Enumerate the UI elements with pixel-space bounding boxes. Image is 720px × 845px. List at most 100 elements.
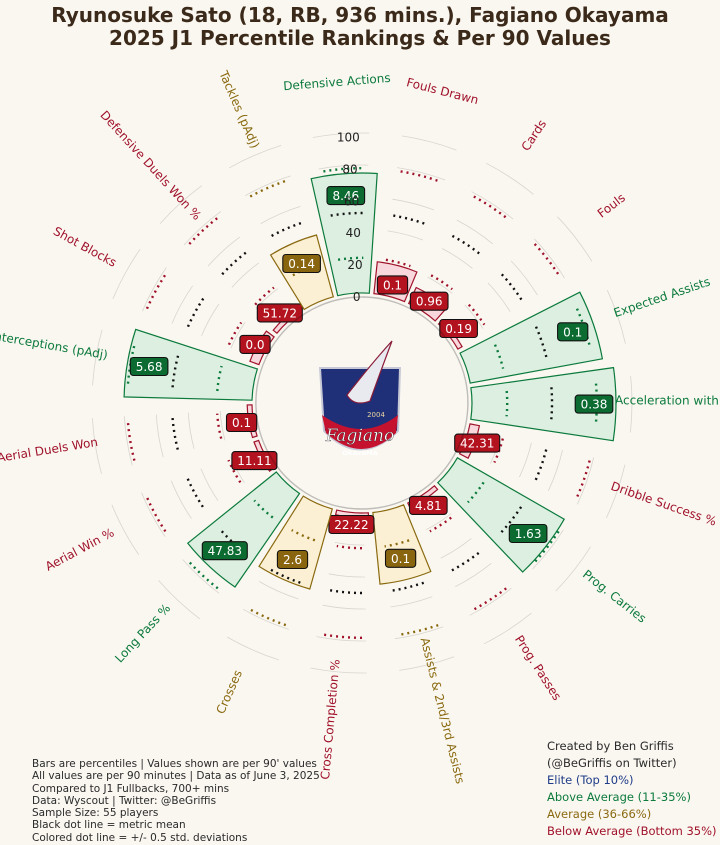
grid-arc <box>557 216 593 262</box>
legend: Created by Ben Griffis (@BeGriffis on Tw… <box>547 738 717 840</box>
grid-arc <box>318 164 369 170</box>
grid-arc <box>111 504 139 555</box>
std-dot-line-high <box>533 243 561 278</box>
std-dot-line-low <box>216 413 223 439</box>
value-box <box>129 356 169 377</box>
value-box <box>276 549 309 570</box>
baseline-ring <box>255 296 469 510</box>
mean-dot-line <box>451 234 481 256</box>
grid-arc <box>227 636 279 661</box>
grid-arc <box>183 211 222 246</box>
radial-tick-label: 0 <box>353 290 361 304</box>
metric-label: Expected Assists <box>612 274 712 320</box>
mean-dot-line <box>534 326 548 359</box>
std-dot-line-high <box>532 530 560 565</box>
value-label: 0.1 <box>563 325 582 339</box>
std-dot-line-low <box>216 365 223 392</box>
value-label: 0.19 <box>445 322 472 336</box>
footnote: Sample Size: 55 players <box>32 807 159 820</box>
footnote: Compared to J1 Fullbacks, 700+ mins <box>32 782 230 795</box>
grid-arc <box>387 230 424 241</box>
grid-arc <box>171 285 193 324</box>
metric-label: Aerial Duels Won <box>0 435 99 465</box>
std-dot-line-high <box>249 179 289 198</box>
value-label: 8.46 <box>332 189 359 203</box>
metric-label: Shot Blocks <box>51 224 119 270</box>
footnote: Data: Wyscout | Twitter: @BeGriffis <box>32 794 217 807</box>
grid-arc <box>200 468 219 501</box>
footnote: Colored dot line = +/- 0.5 std. deviatio… <box>32 831 248 844</box>
std-dot-line-high <box>188 215 221 245</box>
grid-arc <box>182 559 220 594</box>
legend-elite: Elite (Top 10%) <box>547 773 634 787</box>
mean-dot-line <box>269 568 301 584</box>
mean-dot-line <box>393 214 426 226</box>
mean-dot-line <box>330 211 364 217</box>
legend-average: Average (36-66%) <box>547 807 652 821</box>
value-box <box>231 451 278 471</box>
std-dot-line-high <box>473 195 509 220</box>
value-box <box>225 412 258 433</box>
std-dot-line-high <box>144 494 167 533</box>
percentile-bar <box>436 456 566 573</box>
std-dot-line-low <box>429 516 452 533</box>
value-label: 47.83 <box>208 544 242 558</box>
grid-arc <box>112 249 141 300</box>
metric-label: Defensive Actions <box>283 71 391 93</box>
footnotes: Bars are percentiles | Values shown are … <box>32 758 320 844</box>
value-label: 0.1 <box>391 552 410 566</box>
radial-tick-label: 60 <box>344 194 359 208</box>
std-dot-line-low <box>227 459 242 484</box>
value-box <box>439 318 478 339</box>
metric-label: Acceleration with Ball <box>615 393 720 408</box>
grid-arc <box>471 191 514 220</box>
grid-arc <box>441 248 473 269</box>
metric-label: Defensive Duels Won % <box>97 108 204 223</box>
metric-label: Fouls Drawn <box>405 75 480 107</box>
grid-arc <box>469 587 512 616</box>
legend-below-average: Below Average (Bottom 35%) <box>547 824 717 838</box>
metric-label: Assists & 2nd/3rd Assists <box>418 636 468 785</box>
grid-arc <box>170 480 192 519</box>
std-dot-line-high <box>400 170 441 183</box>
value-label: 5.68 <box>136 360 163 374</box>
percentile-bar <box>123 328 259 401</box>
value-box <box>574 394 614 414</box>
title-line-2: 2025 J1 Percentile Rankings & Per 90 Val… <box>109 26 611 50</box>
value-box <box>508 523 548 544</box>
std-dot-line-high <box>126 342 137 384</box>
std-dot-line-high <box>247 607 287 627</box>
grid-arc <box>401 135 457 151</box>
std-dot-line-high <box>471 587 507 612</box>
value-label: 51.72 <box>263 306 297 320</box>
std-dot-line-high <box>320 633 363 639</box>
grid-arc <box>259 581 299 600</box>
std-dot-line-low <box>253 499 274 519</box>
metric-label: Prog. Carries <box>580 567 649 625</box>
value-box <box>409 291 449 311</box>
grid-arc <box>392 198 435 211</box>
mean-dot-line <box>499 506 523 534</box>
grid-arc <box>510 260 538 296</box>
grid-arc <box>260 206 301 224</box>
std-dot-line-high <box>575 460 591 500</box>
value-box <box>239 334 271 354</box>
grid-arc <box>231 262 260 288</box>
mean-dot-line <box>391 581 425 592</box>
std-dot-line-low <box>227 321 243 346</box>
metric-label: Prog. Passes <box>512 633 564 703</box>
percentile-bar <box>372 504 432 585</box>
grid-arc <box>486 162 534 195</box>
grid-arc <box>92 418 102 474</box>
credit-line: Created by Ben Griffis <box>547 739 674 753</box>
grid-arc <box>255 288 279 309</box>
metric-label: Cross Completion % <box>318 659 342 780</box>
value-label: 1.63 <box>515 527 542 541</box>
grid-arc <box>328 573 366 578</box>
metric-label: Long Pass % <box>112 601 173 665</box>
std-dot-line-low <box>336 544 363 550</box>
metric-label: Fouls <box>595 191 628 221</box>
value-box <box>201 541 248 561</box>
std-dot-line-high <box>594 383 598 425</box>
